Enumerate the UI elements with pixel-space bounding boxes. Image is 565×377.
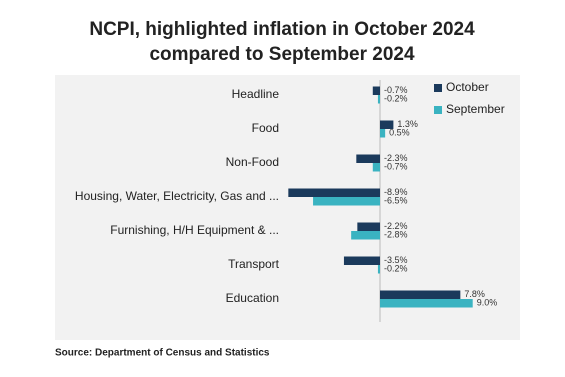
- value-label: -0.2%: [384, 94, 408, 104]
- value-label: -3.5%: [384, 255, 408, 265]
- value-label: -0.7%: [384, 162, 408, 172]
- category-label: Education: [226, 291, 279, 305]
- category-label: Headline: [232, 87, 280, 101]
- bar: [380, 299, 473, 308]
- bar: [343, 256, 380, 265]
- chart-title: compared to September 2024: [149, 44, 414, 65]
- value-label: -8.9%: [384, 187, 408, 197]
- bar: [288, 188, 380, 197]
- category-label: Food: [252, 121, 279, 135]
- bar: [357, 222, 380, 231]
- value-label: -0.7%: [384, 85, 408, 95]
- bar: [372, 163, 380, 172]
- bar: [356, 154, 380, 163]
- source-note: Source: Department of Census and Statist…: [55, 348, 270, 359]
- legend-label: October: [446, 80, 489, 94]
- bar: [380, 120, 394, 129]
- chart-title: NCPI, highlighted inflation in October 2…: [89, 19, 475, 40]
- bar: [377, 95, 380, 104]
- value-label: 1.3%: [397, 119, 418, 129]
- bar: [380, 129, 386, 138]
- category-label: Non-Food: [226, 155, 279, 169]
- bar: [351, 231, 380, 240]
- bar: [377, 265, 380, 274]
- value-label: -0.2%: [384, 264, 408, 274]
- legend-label: September: [446, 102, 505, 116]
- value-label: 9.0%: [477, 298, 498, 308]
- value-label: 0.5%: [389, 128, 410, 138]
- value-label: -6.5%: [384, 196, 408, 206]
- bar: [380, 290, 461, 299]
- legend-swatch: [434, 84, 442, 92]
- bar: [372, 86, 380, 95]
- value-label: -2.8%: [384, 230, 408, 240]
- value-label: -2.2%: [384, 221, 408, 231]
- bar: [313, 197, 380, 206]
- value-label: -2.3%: [384, 153, 408, 163]
- category-label: Transport: [228, 257, 280, 271]
- legend-swatch: [434, 106, 442, 114]
- category-label: Housing, Water, Electricity, Gas and ...: [75, 189, 279, 203]
- category-label: Furnishing, H/H Equipment & ...: [110, 223, 279, 237]
- value-label: 7.8%: [464, 289, 485, 299]
